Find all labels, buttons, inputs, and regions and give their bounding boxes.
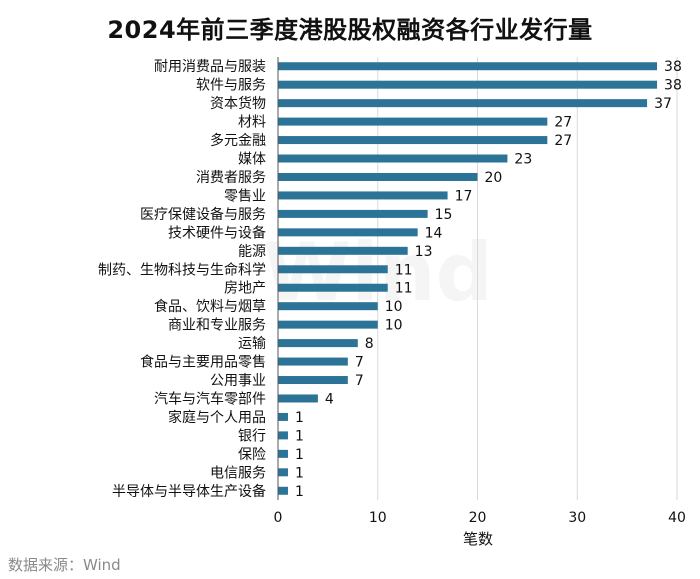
bar xyxy=(278,62,658,71)
category-label: 能源 xyxy=(238,244,266,260)
data-label: 4 xyxy=(325,391,334,407)
bar xyxy=(278,449,288,458)
x-tick-label: 30 xyxy=(568,510,586,526)
category-label: 运输 xyxy=(238,336,266,352)
category-label: 房地产 xyxy=(224,281,266,297)
x-tick-label: 20 xyxy=(469,510,487,526)
data-label: 10 xyxy=(385,299,403,315)
category-label: 零售业 xyxy=(224,188,266,204)
data-label: 1 xyxy=(295,428,304,444)
bar xyxy=(278,172,478,181)
data-label: 7 xyxy=(355,355,364,371)
data-label: 1 xyxy=(295,447,304,463)
data-label: 11 xyxy=(395,281,413,297)
bar xyxy=(278,246,408,255)
category-label: 家庭与个人用品 xyxy=(168,409,266,426)
bar xyxy=(278,265,388,274)
data-label: 15 xyxy=(435,207,453,223)
data-label: 7 xyxy=(355,373,364,389)
data-label: 1 xyxy=(295,410,304,426)
bar xyxy=(278,320,378,329)
bar xyxy=(278,468,288,477)
bar xyxy=(278,357,348,366)
data-label: 10 xyxy=(385,318,403,334)
bar xyxy=(278,117,548,126)
category-label: 制药、生物科技与生命科学 xyxy=(98,261,266,278)
source-note: 数据来源：Wind xyxy=(8,556,121,574)
category-label: 食品、饮料与烟草 xyxy=(154,298,266,315)
data-label: 38 xyxy=(664,78,682,94)
data-label: 1 xyxy=(295,484,304,500)
bar xyxy=(278,99,648,108)
category-label: 媒体 xyxy=(238,152,266,168)
bar xyxy=(278,228,418,237)
category-label: 公用事业 xyxy=(210,373,266,389)
bar xyxy=(278,394,318,403)
data-label: 8 xyxy=(365,336,374,352)
category-label: 医疗保健设备与服务 xyxy=(140,206,266,223)
data-label: 37 xyxy=(654,96,672,112)
category-label: 软件与服务 xyxy=(196,78,266,94)
category-label: 食品与主要用品零售 xyxy=(140,354,266,371)
bar xyxy=(278,431,288,440)
category-label: 多元金融 xyxy=(210,132,266,149)
category-label: 材料 xyxy=(238,115,266,131)
data-label: 13 xyxy=(415,244,433,260)
bar xyxy=(278,376,348,385)
bar xyxy=(278,339,358,348)
data-label: 14 xyxy=(425,225,443,241)
data-label: 27 xyxy=(554,115,572,131)
category-label: 消费者服务 xyxy=(196,170,266,186)
bar xyxy=(278,80,658,89)
data-label: 27 xyxy=(554,133,572,149)
category-label: 电信服务 xyxy=(210,465,266,481)
chart-title: 2024年前三季度港股股权融资各行业发行量 xyxy=(107,16,593,44)
x-tick-label: 10 xyxy=(369,510,387,526)
x-tick-label: 40 xyxy=(668,510,686,526)
category-label: 资本货物 xyxy=(210,95,266,112)
category-label: 商业和专业服务 xyxy=(168,318,266,334)
bar xyxy=(278,283,388,292)
bar xyxy=(278,412,288,421)
x-axis-label: 笔数 xyxy=(463,530,493,548)
data-label: 17 xyxy=(455,188,473,204)
bar xyxy=(278,136,548,145)
category-label: 半导体与半导体生产设备 xyxy=(112,483,266,500)
data-label: 38 xyxy=(664,59,682,75)
bar xyxy=(278,154,508,163)
data-label: 11 xyxy=(395,262,413,278)
bar xyxy=(278,302,378,311)
bar xyxy=(278,191,448,200)
category-label: 汽车与汽车零部件 xyxy=(154,390,266,407)
data-label: 20 xyxy=(485,170,503,186)
category-label: 保险 xyxy=(238,447,266,463)
data-label: 23 xyxy=(514,152,532,168)
bar xyxy=(278,209,428,218)
data-label: 1 xyxy=(295,465,304,481)
bar xyxy=(278,486,288,495)
x-tick-label: 0 xyxy=(274,510,283,526)
category-label: 技术硬件与设备 xyxy=(168,224,266,241)
category-label: 银行 xyxy=(238,428,266,444)
category-label: 耐用消费品与服装 xyxy=(154,59,266,75)
